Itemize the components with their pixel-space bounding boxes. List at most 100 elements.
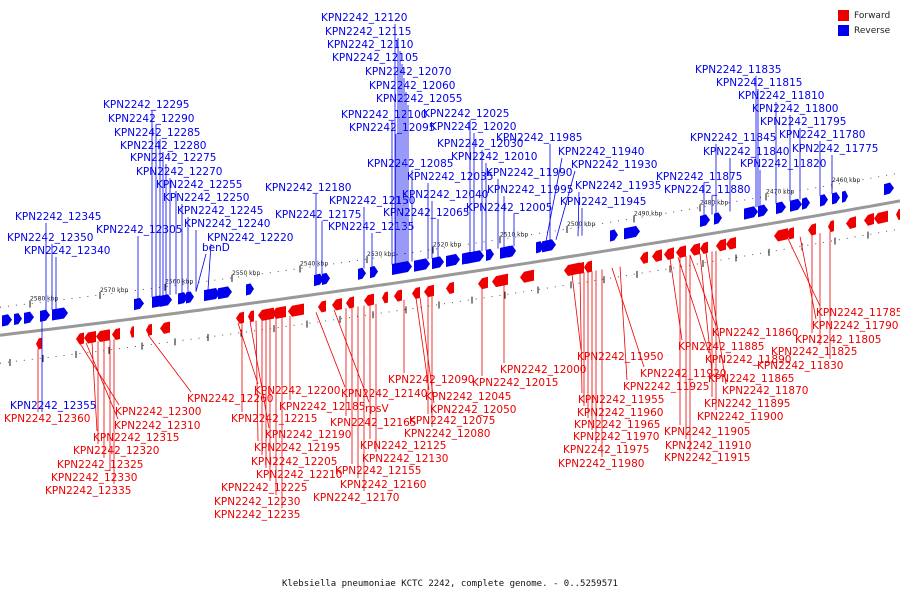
- forward-gene-arrow: [828, 220, 834, 233]
- reverse-gene-label: KPN2242_12005: [466, 202, 552, 214]
- gene-arrows-layer: [2, 182, 900, 350]
- reverse-gene-arrow: [40, 309, 50, 322]
- reverse-gene-label: KPN2242_11945: [560, 196, 646, 208]
- reverse-gene-label: KPN2242_11780: [779, 129, 865, 141]
- forward-gene-arrow: [318, 300, 326, 313]
- forward-gene-label: KPN2242_12360: [4, 413, 90, 425]
- reverse-gene-arrow: [486, 248, 494, 262]
- reverse-gene-arrow: [14, 313, 22, 326]
- forward-gene-arrow: [896, 208, 900, 221]
- forward-leader-line: [611, 267, 645, 368]
- forward-gene-arrow: [690, 242, 700, 256]
- reverse-gene-label: KPN2242_11775: [792, 143, 878, 155]
- forward-gene-arrow: [640, 251, 648, 264]
- reverse-gene-label: KPN2242_12355: [10, 400, 96, 412]
- reverse-gene-arrow: [820, 194, 828, 207]
- reverse-leader-line: [545, 157, 563, 242]
- reverse-gene-arrow: [466, 250, 484, 265]
- reverse-gene-label: KPN2242_11990: [486, 167, 572, 179]
- forward-gene-label: KPN2242_12330: [51, 472, 137, 484]
- scale-tick-label: 2480 kbp: [700, 199, 728, 206]
- reverse-gene-label: KPN2242_12245: [177, 205, 263, 217]
- reverse-gene-arrow: [358, 267, 366, 280]
- scale-tick-label: 2560 kbp: [165, 279, 193, 286]
- reverse-gene-arrow: [624, 225, 640, 240]
- reverse-gene-label: KPN2242_12345: [15, 211, 101, 223]
- scale-tick-label: 2460 kbp: [832, 177, 860, 184]
- reverse-gene-label: KPN2242_11795: [760, 116, 846, 128]
- reverse-gene-label: KPN2242_12150: [329, 195, 415, 207]
- forward-gene-label: KPN2242_12335: [45, 485, 131, 497]
- reverse-gene-label: KPN2242_12280: [120, 140, 206, 152]
- forward-gene-label: KPN2242_12130: [362, 453, 448, 465]
- reverse-gene-arrow: [392, 261, 412, 275]
- forward-gene-arrow: [272, 305, 286, 319]
- genome-backbone: [0, 199, 900, 337]
- forward-gene-label: KPN2242_11975: [563, 444, 649, 456]
- forward-gene-label: KPN2242_12075: [409, 415, 495, 427]
- reverse-gene-arrow: [700, 214, 710, 227]
- forward-gene-label: KPN2242_11870: [722, 385, 808, 397]
- forward-gene-label: KPN2242_12160: [340, 479, 426, 491]
- reverse-gene-label: KPN2242_12030: [437, 138, 523, 150]
- reverse-gene-label: KPN2242_12295: [103, 99, 189, 111]
- forward-gene-label: rpsV: [365, 403, 389, 415]
- forward-leader-line: [147, 334, 192, 393]
- reverse-gene-label: KPN2242_12180: [265, 182, 351, 194]
- legend: Forward Reverse: [838, 8, 890, 38]
- scale-tick-label: 2500 kbp: [567, 221, 595, 228]
- backbone-layer: [0, 172, 900, 364]
- reverse-gene-label: KPN2242_11985: [496, 132, 582, 144]
- forward-leader-line: [619, 266, 628, 381]
- forward-leader-line: [315, 312, 346, 388]
- scale-tick-label: 2530 kbp: [367, 251, 395, 258]
- forward-gene-arrow: [584, 260, 592, 273]
- reverse-gene-arrow: [842, 190, 848, 203]
- forward-gene-arrow: [76, 332, 84, 345]
- forward-gene-arrow: [652, 249, 662, 262]
- reverse-gene-label: KPN2242_12285: [114, 127, 200, 139]
- scale-tick-label: 2550 kbp: [232, 270, 260, 277]
- reverse-gene-label: KPN2242_11995: [487, 184, 573, 196]
- forward-gene-label: KPN2242_11805: [795, 334, 881, 346]
- reverse-gene-arrow: [446, 253, 460, 268]
- forward-gene-arrow: [346, 296, 354, 309]
- scale-tick-label: 2580 kbp: [30, 296, 58, 303]
- reverse-gene-label: KPN2242_12085: [367, 158, 453, 170]
- reverse-gene-arrow: [832, 192, 840, 205]
- reverse-gene-label: KPN2242_11840: [703, 146, 789, 158]
- reverse-gene-label: KPN2242_11820: [740, 158, 826, 170]
- forward-gene-arrow: [248, 310, 254, 323]
- reverse-gene-label: KPN2242_12055: [376, 93, 462, 105]
- forward-leader-line: [571, 274, 582, 351]
- reverse-gene-arrow: [134, 297, 144, 311]
- forward-gene-label: KPN2242_11920: [640, 368, 726, 380]
- forward-gene-label: KPN2242_11915: [664, 452, 750, 464]
- forward-gene-label: KPN2242_11950: [577, 351, 663, 363]
- reverse-gene-arrow: [2, 314, 12, 327]
- reverse-gene-label: KPN2242_12025: [423, 108, 509, 120]
- reverse-gene-arrow: [542, 239, 556, 253]
- forward-gene-arrow: [394, 289, 402, 302]
- legend-forward: Forward: [838, 8, 890, 23]
- forward-gene-label: KPN2242_11825: [771, 346, 857, 358]
- forward-gene-label: KPN2242_12260: [187, 393, 273, 405]
- forward-gene-label: KPN2242_11790: [812, 320, 898, 332]
- forward-gene-arrow: [84, 330, 96, 344]
- reverse-gene-arrow: [314, 273, 324, 287]
- forward-gene-label: KPN2242_12155: [335, 465, 421, 477]
- reverse-gene-label: KPN2242_12275: [130, 152, 216, 164]
- forward-leader-line: [255, 320, 259, 442]
- forward-leader-line: [677, 257, 710, 354]
- forward-gene-arrow: [146, 323, 152, 336]
- reverse-gene-label: KPN2242_12135: [328, 221, 414, 233]
- reverse-gene-label: KPN2242_12095: [349, 122, 435, 134]
- forward-gene-label: KPN2242_11865: [708, 373, 794, 385]
- reverse-gene-label: KPN2242_12100: [341, 109, 427, 121]
- figure-caption: Klebsiella pneumoniae KCTC 2242, complet…: [282, 579, 618, 589]
- reverse-gene-label: KPN2242_12175: [275, 209, 361, 221]
- forward-gene-arrow: [382, 291, 388, 304]
- forward-gene-label: KPN2242_11960: [577, 407, 663, 419]
- reverse-leader-line: [555, 170, 576, 240]
